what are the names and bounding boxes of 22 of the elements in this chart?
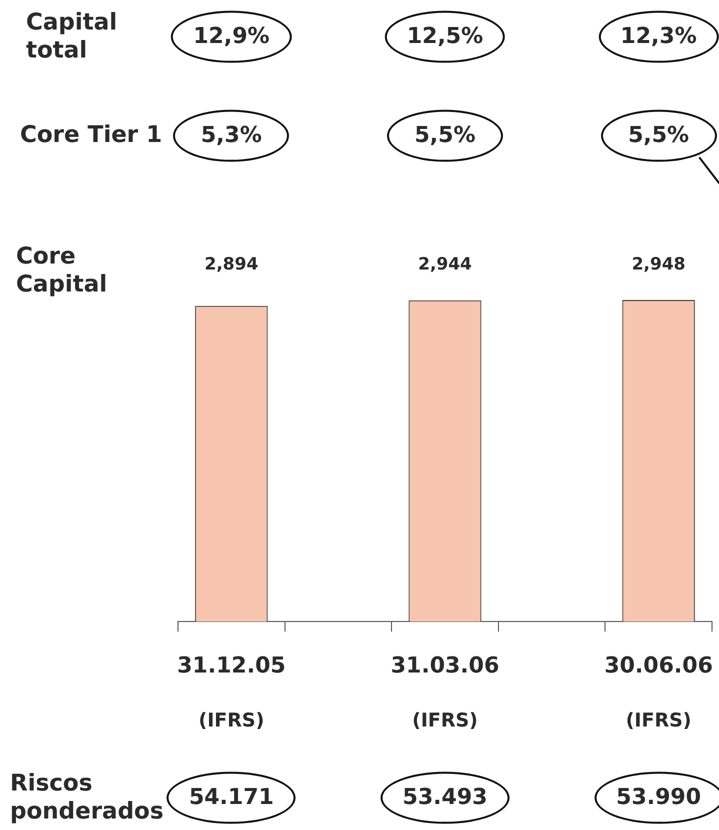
text: Core Capital — [16, 243, 108, 299]
text: 5,3% — [200, 122, 262, 148]
x-tick-label: 30.06.06 — [604, 654, 713, 679]
text: Core Tier 1 — [20, 122, 164, 150]
text: (IFRS) — [412, 710, 478, 732]
text: 5,5% — [414, 122, 476, 148]
data-label: 2,944 — [418, 254, 472, 274]
text: (IFRS) — [198, 710, 264, 732]
text: Riscos ponderados — [10, 770, 164, 826]
data-label: 2,894 — [204, 254, 258, 274]
text: 12,5% — [406, 24, 484, 49]
text: 12,9% — [193, 24, 270, 49]
text: 53.990 — [616, 784, 702, 810]
x-tick-label: 31.03.06 — [390, 654, 500, 679]
data-label: 2,948 — [632, 254, 686, 274]
text: (IFRS) — [626, 710, 692, 732]
text: 54.171 — [188, 784, 274, 810]
text: 12,3% — [620, 24, 697, 49]
text: 53.493 — [402, 784, 488, 810]
text: 5,5% — [628, 122, 690, 148]
text: Capital total — [26, 9, 118, 65]
x-tick-label: 31.12.05 — [177, 654, 286, 679]
